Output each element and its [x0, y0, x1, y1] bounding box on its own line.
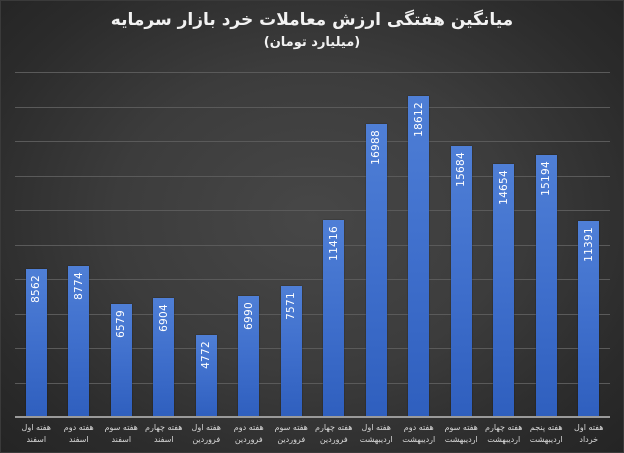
- gridline: [15, 72, 610, 73]
- x-axis-category-label: هفته پنجم اردیبهشت: [524, 422, 568, 446]
- bar-value-label: 7571: [285, 292, 298, 321]
- bar[interactable]: 6579: [110, 303, 132, 417]
- category-month: فروردین: [319, 435, 348, 444]
- gridline: [15, 106, 610, 108]
- category-week: هفته پنجم: [529, 423, 563, 432]
- gridline: [15, 210, 610, 211]
- x-axis-category-label: هفته سوم اردیبهشت: [439, 422, 483, 446]
- x-axis-category-label: هفته اول خرداد: [567, 422, 611, 446]
- gridline: [15, 279, 610, 280]
- chart-subtitle: (میلیارد تومان): [263, 35, 361, 50]
- bar-value-label: 18612: [412, 101, 425, 137]
- gridline: [15, 175, 610, 177]
- bar-value-label: 11416: [327, 226, 340, 261]
- bar[interactable]: 11391: [578, 220, 600, 417]
- bar-value-label: 15684: [455, 152, 468, 188]
- x-axis-category-label: هفته دوم اردیبهشت: [397, 422, 441, 446]
- category-month: فروردین: [192, 435, 221, 444]
- category-month: اردیبهشت: [529, 435, 563, 444]
- category-week: هفته سوم: [104, 423, 138, 432]
- bar[interactable]: 7571: [280, 286, 302, 417]
- bar-value-label: 4772: [200, 340, 213, 369]
- category-week: هفته اول: [361, 423, 391, 432]
- bar-value-label: 15194: [540, 160, 553, 196]
- bar[interactable]: 14654: [493, 164, 515, 417]
- bar-value-label: 14654: [497, 170, 510, 206]
- x-axis-category-label: هفته سوم فروردین: [269, 422, 313, 446]
- bar-value-label: 8774: [72, 271, 85, 300]
- bar[interactable]: 18612: [408, 95, 430, 417]
- x-axis-line: [15, 416, 610, 418]
- category-month: اسفند: [111, 435, 132, 444]
- x-axis-category-label: هفته اول فروردین: [184, 422, 228, 446]
- category-week: هفته چهارم: [485, 423, 523, 432]
- bar[interactable]: 8562: [25, 269, 47, 417]
- x-axis-category-label: هفته اول اسفند: [14, 422, 58, 446]
- category-week: هفته اول: [21, 423, 51, 432]
- x-axis-category-label: هفته دوم فروردین: [227, 422, 271, 446]
- category-month: اردیبهشت: [359, 435, 393, 444]
- category-week: هفته چهارم: [145, 423, 183, 432]
- category-month: اسفند: [26, 435, 47, 444]
- x-axis-category-label: هفته سوم اسفند: [99, 422, 143, 446]
- bar[interactable]: 8774: [68, 265, 90, 417]
- category-week: هفته دوم: [403, 423, 434, 432]
- category-month: فروردین: [234, 435, 263, 444]
- chart-title: میانگین هفتگی ارزش معاملات خرد بازار سرم…: [110, 10, 514, 30]
- gridline: [15, 348, 610, 349]
- category-week: هفته چهارم: [315, 423, 353, 432]
- category-month: اسفند: [153, 435, 174, 444]
- gridline: [15, 382, 610, 384]
- category-month: اسفند: [68, 435, 89, 444]
- category-week: هفته اول: [574, 423, 604, 432]
- x-axis-category-label: هفته چهارم اردیبهشت: [482, 422, 526, 446]
- bar[interactable]: 6904: [153, 297, 175, 417]
- category-month: اردیبهشت: [444, 435, 478, 444]
- plot-area: 8562 8774 6579 6904 4772 6990 7571 11416 16988 18…: [15, 72, 610, 417]
- category-month: فروردین: [277, 435, 306, 444]
- gridline: [15, 244, 610, 246]
- category-week: هفته دوم: [63, 423, 94, 432]
- category-week: هفته اول: [191, 423, 221, 432]
- bar[interactable]: 6990: [238, 296, 260, 417]
- bar-value-label: 6904: [157, 303, 170, 332]
- gridline: [15, 313, 610, 315]
- bar[interactable]: 11416: [323, 220, 345, 417]
- x-axis-category-label: هفته دوم اسفند: [57, 422, 101, 446]
- bar[interactable]: 16988: [365, 123, 387, 417]
- gridline: [15, 141, 610, 142]
- category-week: هفته دوم: [233, 423, 264, 432]
- bar-value-label: 16988: [370, 129, 383, 165]
- bar[interactable]: 15684: [450, 146, 472, 417]
- x-axis-category-label: هفته اول اردیبهشت: [354, 422, 398, 446]
- x-axis-category-label: هفته چهارم اسفند: [142, 422, 186, 446]
- x-axis-category-label: هفته چهارم فروردین: [312, 422, 356, 446]
- category-month: خرداد: [579, 435, 599, 444]
- bar[interactable]: 15194: [535, 154, 557, 417]
- bar-value-label: 6990: [242, 302, 255, 331]
- category-month: اردیبهشت: [487, 435, 521, 444]
- bar-value-label: 11391: [582, 226, 595, 262]
- category-month: اردیبهشت: [402, 435, 436, 444]
- category-week: هفته سوم: [444, 423, 478, 432]
- category-week: هفته سوم: [274, 423, 308, 432]
- bar-value-label: 8562: [30, 275, 43, 304]
- bar-value-label: 6579: [115, 309, 128, 338]
- bar[interactable]: 4772: [195, 334, 217, 417]
